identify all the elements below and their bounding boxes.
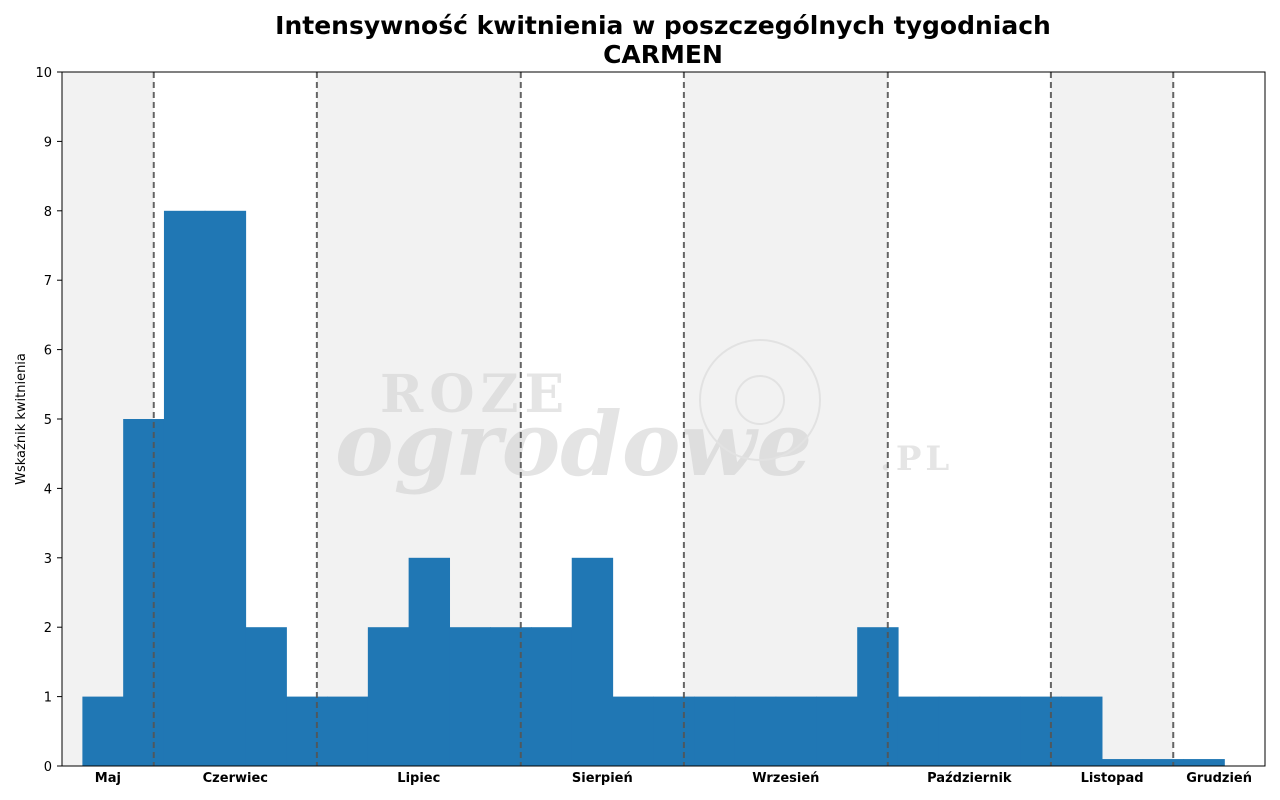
bar xyxy=(694,696,736,766)
y-tick-label: 9 xyxy=(44,135,52,150)
bar xyxy=(408,557,451,766)
y-tick-label: 10 xyxy=(35,66,52,81)
y-tick-label: 1 xyxy=(44,691,52,706)
month-label: Październik xyxy=(927,771,1012,786)
bar xyxy=(286,696,328,766)
y-tick-label: 5 xyxy=(44,413,52,428)
bar xyxy=(163,210,206,767)
y-axis: 0 1 2 3 4 5 6 7 8 9 10 xyxy=(35,66,62,775)
bar xyxy=(734,696,777,766)
y-tick-label: 6 xyxy=(44,344,52,359)
bar xyxy=(816,696,858,766)
y-tick-label: 2 xyxy=(44,621,52,636)
watermark-flower-icon xyxy=(699,339,821,461)
bar xyxy=(82,696,124,766)
month-bands xyxy=(62,72,1174,766)
bar xyxy=(530,627,573,766)
bar xyxy=(123,419,165,766)
y-tick-label: 0 xyxy=(44,760,52,775)
month-label: Grudzień xyxy=(1186,771,1252,786)
y-tick-label: 7 xyxy=(44,274,52,289)
watermark-suffix: .PL xyxy=(880,439,953,479)
month-band xyxy=(683,72,888,766)
month-label: Czerwiec xyxy=(203,771,268,786)
month-label: Wrzesień xyxy=(752,771,819,786)
bar xyxy=(1142,759,1185,766)
month-label: Maj xyxy=(95,771,121,786)
bar xyxy=(204,210,247,767)
chart-subtitle: CARMEN xyxy=(603,40,723,69)
bar xyxy=(449,627,491,766)
bar xyxy=(612,696,654,766)
bars xyxy=(82,210,1225,767)
bar xyxy=(979,696,1021,766)
bar xyxy=(897,696,940,766)
bar xyxy=(245,627,287,766)
month-band xyxy=(1050,72,1174,766)
y-tick-label: 4 xyxy=(44,482,52,497)
y-tick-label: 8 xyxy=(44,205,52,220)
bar xyxy=(367,627,410,766)
bar xyxy=(1183,759,1225,766)
month-labels: Maj Czerwiec Lipiec Sierpień Wrzesień Paździe… xyxy=(95,771,1252,786)
y-tick-label: 3 xyxy=(44,552,52,567)
bar xyxy=(1020,696,1062,766)
watermark-flower-center-icon xyxy=(735,375,785,425)
watermark-line1: ROZE xyxy=(380,364,570,425)
watermark-line2: ogrodowe xyxy=(335,392,812,496)
month-label: Lipiec xyxy=(397,771,440,786)
bar xyxy=(571,557,614,766)
month-boundaries xyxy=(152,72,1175,766)
bar xyxy=(775,696,818,766)
bar xyxy=(938,696,981,766)
bar xyxy=(857,627,899,766)
y-axis-label: Wskaźnik kwitnienia xyxy=(14,353,29,485)
month-label: Listopad xyxy=(1081,771,1144,786)
bar xyxy=(653,696,695,766)
bar xyxy=(327,696,369,766)
bar xyxy=(1101,759,1144,766)
bar xyxy=(1061,696,1103,766)
watermark: ROZE ogrodowe .PL xyxy=(335,339,953,496)
month-label: Sierpień xyxy=(572,771,633,786)
chart-title: Intensywność kwitnienia w poszczególnych… xyxy=(275,11,1051,40)
bar xyxy=(490,627,532,766)
